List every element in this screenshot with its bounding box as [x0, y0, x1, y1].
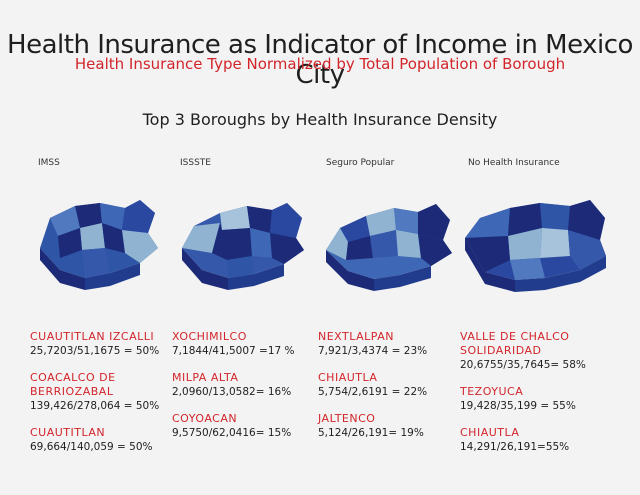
- column-seguro-popular: Seguro Popular NEXTLALPAN 7,921/3,4374 =…: [318, 158, 468, 439]
- borough-ratio: 9,5750/62,0416= 15%: [172, 427, 292, 439]
- borough-entry: VALLE DE CHALCO SOLIDARIDAD 20,6755/35,7…: [460, 330, 620, 372]
- borough-name: MILPA ALTA: [172, 371, 239, 384]
- borough-ratio: 5,124/26,191= 19%: [318, 427, 424, 439]
- borough-name: VALLE DE CHALCO SOLIDARIDAD: [460, 330, 570, 357]
- page-title: Health Insurance as Indicator of Income …: [7, 30, 633, 90]
- borough-shapes: [465, 200, 606, 292]
- borough-entry: XOCHIMILCO 7,1844/41,5007 =17 %: [172, 330, 332, 358]
- borough-entry: MILPA ALTA 2,0960/13,0582= 16%: [172, 371, 332, 399]
- borough-list: VALLE DE CHALCO SOLIDARIDAD 20,6755/35,7…: [460, 330, 620, 467]
- borough-ratio: 5,754/2,6191 = 22%: [318, 386, 428, 398]
- column-label: ISSSTE: [180, 158, 211, 168]
- borough-ratio: 139,426/278,064 = 50%: [30, 400, 160, 412]
- mexico-city-map-issste: [182, 203, 304, 290]
- borough-ratio: 7,1844/41,5007 =17 %: [172, 345, 295, 357]
- column-label: IMSS: [38, 158, 60, 168]
- borough-list: CUAUTITLAN IZCALLI 25,7203/51,1675 = 50%…: [30, 330, 190, 467]
- column-label: No Health Insurance: [468, 158, 560, 168]
- borough-name: CHIAUTLA: [318, 371, 378, 384]
- borough-entry: CUAUTITLAN IZCALLI 25,7203/51,1675 = 50%: [30, 330, 190, 358]
- borough-name: CUAUTITLAN IZCALLI: [30, 330, 155, 343]
- borough-ratio: 2,0960/13,0582= 16%: [172, 386, 292, 398]
- column-imss: IMSS CUAUTITLAN IZCALLI 25,7203/51,1675 …: [30, 158, 180, 453]
- borough-entry: COYOACAN 9,5750/62,0416= 15%: [172, 412, 332, 440]
- borough-ratio: 25,7203/51,1675 = 50%: [30, 345, 160, 357]
- borough-name: CHIAUTLA: [460, 426, 520, 439]
- borough-ratio: 14,291/26,191=55%: [460, 441, 570, 453]
- borough-list: XOCHIMILCO 7,1844/41,5007 =17 % MILPA AL…: [172, 330, 332, 453]
- mexico-city-map-no-insurance: [465, 200, 606, 292]
- borough-entry: CUAUTITLAN 69,664/140,059 = 50%: [30, 426, 190, 454]
- borough-ratio: 7,921/3,4374 = 23%: [318, 345, 428, 357]
- section-title: Top 3 Boroughs by Health Insurance Densi…: [142, 110, 498, 129]
- borough-entry: JALTENCO 5,124/26,191= 19%: [318, 412, 478, 440]
- borough-name: CUAUTITLAN: [30, 426, 106, 439]
- mexico-city-map-imss: [40, 200, 158, 290]
- borough-name: JALTENCO: [318, 412, 376, 425]
- page-subtitle: Health Insurance Type Normalized by Tota…: [74, 55, 566, 73]
- borough-ratio: 19,428/35,199 = 55%: [460, 400, 576, 412]
- borough-ratio: 20,6755/35,7645= 58%: [460, 359, 586, 371]
- borough-entry: NEXTLALPAN 7,921/3,4374 = 23%: [318, 330, 478, 358]
- borough-name: TEZOYUCA: [460, 385, 524, 398]
- borough-shapes: [326, 204, 452, 291]
- column-label: Seguro Popular: [326, 158, 395, 168]
- borough-shapes: [182, 203, 304, 290]
- borough-name: NEXTLALPAN: [318, 330, 394, 343]
- borough-entry: COACALCO DE BERRIOZABAL 139,426/278,064 …: [30, 371, 190, 413]
- borough-entry: CHIAUTLA 5,754/2,6191 = 22%: [318, 371, 478, 399]
- borough-name: COACALCO DE BERRIOZABAL: [30, 371, 116, 398]
- borough-entry: TEZOYUCA 19,428/35,199 = 55%: [460, 385, 620, 413]
- borough-entry: CHIAUTLA 14,291/26,191=55%: [460, 426, 620, 454]
- column-issste: ISSSTE XOCHIMILCO 7,1844/41,5007 =17 % M…: [172, 158, 322, 439]
- mexico-city-map-seguro-popular: [326, 204, 452, 291]
- column-no-health-insurance: No Health Insurance VALLE DE CHALCO SOLI…: [460, 158, 610, 453]
- borough-name: COYOACAN: [172, 412, 238, 425]
- borough-ratio: 69,664/140,059 = 50%: [30, 441, 153, 453]
- borough-shapes: [40, 200, 158, 290]
- borough-name: XOCHIMILCO: [172, 330, 247, 343]
- borough-list: NEXTLALPAN 7,921/3,4374 = 23% CHIAUTLA 5…: [318, 330, 478, 453]
